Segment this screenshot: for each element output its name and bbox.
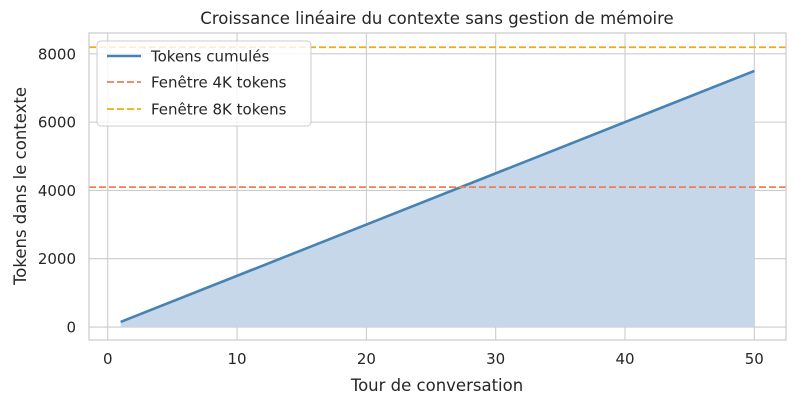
series-line [120, 69, 755, 324]
x-tick-labels: 0 10 20 30 40 50 [103, 350, 764, 368]
legend: Tokens cumulés Fenêtre 4K tokens Fenêtre… [96, 40, 312, 127]
x-tick-label: 20 [357, 350, 376, 368]
x-tick-label: 10 [228, 350, 247, 368]
y-tick-label: 6000 [38, 114, 76, 132]
legend-label-tokens: Tokens cumulés [150, 48, 270, 66]
y-tick-label: 8000 [38, 45, 76, 63]
plot-area [89, 46, 786, 328]
plot-frame [88, 32, 787, 341]
y-axis-label: Tokens dans le contexte [11, 87, 30, 286]
y-tick-labels: 0 2000 4000 6000 8000 [38, 45, 76, 336]
legend-label-4k: Fenêtre 4K tokens [151, 74, 287, 92]
x-tick-label: 30 [486, 350, 505, 368]
chart-title: Croissance linéaire du contexte sans ges… [200, 9, 673, 28]
x-tick-label: 40 [615, 350, 634, 368]
y-tick-label: 4000 [38, 182, 76, 200]
y-tick-label: 2000 [38, 250, 76, 268]
legend-label-8k: Fenêtre 8K tokens [151, 101, 287, 119]
x-axis-label: Tour de conversation [350, 376, 523, 395]
x-tick-label: 50 [745, 350, 764, 368]
y-tick-label: 0 [66, 319, 76, 337]
legend-box [96, 40, 312, 127]
x-tick-label: 0 [103, 350, 113, 368]
